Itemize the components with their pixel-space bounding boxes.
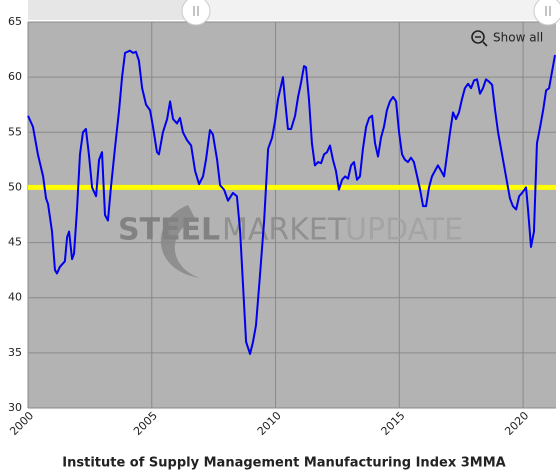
x-tick-label: 2015: [379, 409, 408, 438]
y-tick-label: 35: [8, 346, 22, 359]
navigator-handle[interactable]: [533, 0, 560, 26]
chart-title: Institute of Supply Management Manufactu…: [62, 456, 505, 471]
zoom-icon: [471, 30, 485, 44]
watermark-swoosh: [160, 205, 200, 278]
x-tick-label: 2010: [255, 409, 284, 438]
navigator-range[interactable]: [196, 0, 548, 20]
watermark-word: STEEL: [118, 213, 220, 248]
x-tick-label: 2005: [131, 409, 160, 438]
y-tick-label: 30: [8, 401, 22, 414]
x-tick-label: 2020: [502, 409, 531, 438]
reset-zoom-button[interactable]: Show all: [471, 30, 543, 47]
watermark-word: MARKET: [222, 213, 347, 248]
watermark: STEEL MARKET UPDATE: [118, 205, 463, 278]
reset-label[interactable]: Show all: [493, 31, 543, 45]
watermark-word: UPDATE: [345, 213, 463, 248]
y-tick-label: 50: [8, 180, 22, 193]
y-tick-label: 55: [8, 125, 22, 138]
y-tick-label: 65: [8, 15, 22, 28]
marks: [27, 49, 556, 355]
zoom-icon: [475, 36, 488, 47]
y-tick-label: 60: [8, 70, 22, 83]
data-line: [27, 49, 556, 355]
handle-grip: [193, 6, 199, 16]
grid: [27, 21, 556, 409]
handle-grip: [545, 6, 551, 16]
y-tick-label: 40: [8, 291, 22, 304]
y-tick-label: 45: [8, 236, 22, 249]
plot-background: [28, 22, 556, 408]
navigator-handle[interactable]: [181, 0, 211, 26]
